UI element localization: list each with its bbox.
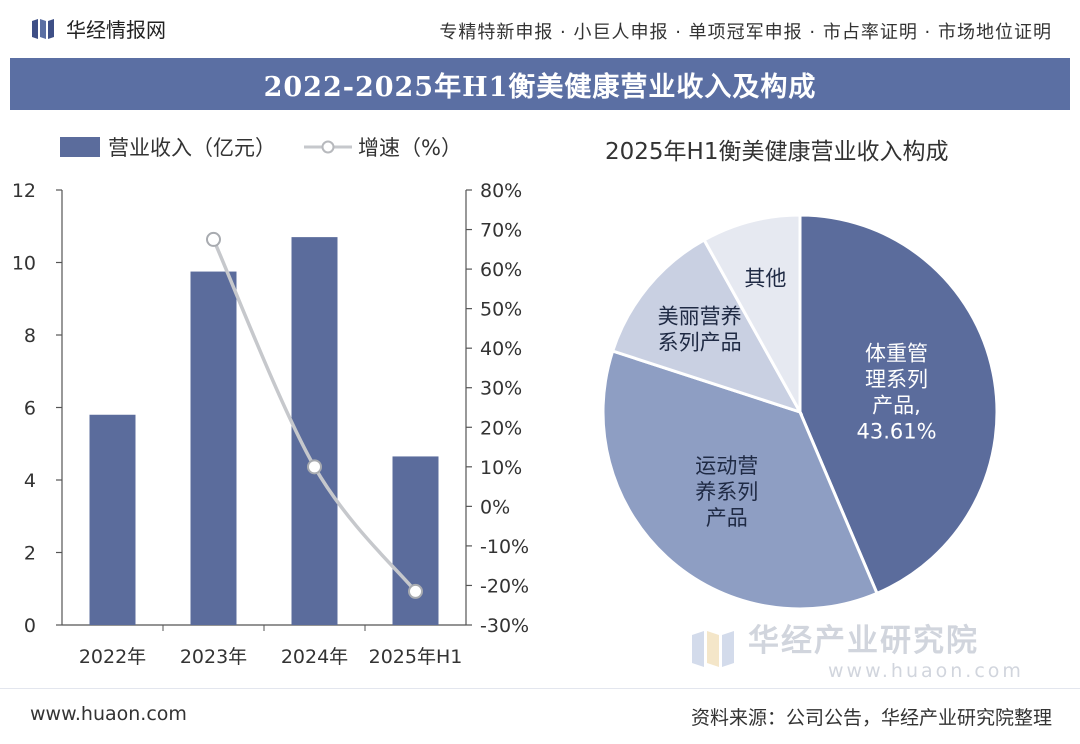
pie-label-2: 运动营养系列产品 (695, 454, 758, 530)
right-tick-label: 20% (480, 417, 522, 439)
pie-slice-2 (601, 349, 879, 611)
bar-4 (392, 456, 439, 625)
right-tick-label: 10% (480, 457, 522, 479)
growth-point-3 (408, 583, 423, 599)
watermark: 华经产业研究院 www.huaon.com (690, 615, 1024, 682)
right-tick-label: 0% (480, 496, 510, 518)
title-banner: 2022-2025年H1衡美健康营业收入及构成 (10, 58, 1070, 110)
x-category-label: 2024年 (281, 646, 348, 668)
footer: www.huaon.com 资料来源：公司公告，华经产业研究院整理 (0, 688, 1080, 744)
right-tick-label: -30% (480, 615, 529, 637)
pie-slice-1 (798, 213, 999, 596)
left-tick-label: 2 (24, 543, 36, 565)
right-tick-label: -10% (480, 536, 529, 558)
pie-label-1: 体重管理系列产品, 43.61% (856, 341, 936, 443)
pie-slice-4 (702, 213, 802, 418)
chart-legend: 营业收入（亿元） 增速（%） (60, 132, 462, 162)
services-text: 专精特新申报 · 小巨人申报 · 单项冠军申报 · 市占率证明 · 市场地位证明 (439, 22, 1052, 43)
bar-2 (190, 271, 237, 625)
pie-title: 2025年H1衡美健康营业收入构成 (605, 139, 949, 165)
brand-name: 华经情报网 (66, 18, 166, 42)
pie-label-3: 美丽营养系列产品 (658, 304, 742, 354)
legend-line-swatch-icon (304, 140, 352, 154)
legend-line-label: 增速（%） (358, 136, 462, 160)
bar-1 (89, 414, 136, 625)
x-category-label: 2025年H1 (369, 646, 463, 668)
footer-url[interactable]: www.huaon.com (30, 703, 187, 725)
legend-bar-label: 营业收入（亿元） (108, 136, 276, 160)
watermark-logo-icon (692, 630, 734, 667)
left-tick-label: 12 (12, 180, 36, 202)
left-tick-label: 10 (12, 253, 36, 275)
left-tick-label: 8 (24, 325, 36, 347)
watermark-name: 华经产业研究院 (748, 623, 979, 659)
footer-source: 资料来源：公司公告，华经产业研究院整理 (690, 707, 1052, 729)
right-tick-label: -20% (480, 575, 529, 597)
top-bar: 华经情报网 专精特新申报 · 小巨人申报 · 单项冠军申报 · 市占率证明 · … (0, 0, 1080, 58)
growth-point-2 (307, 459, 322, 475)
bar-3 (291, 237, 338, 625)
watermark-url: www.huaon.com (828, 660, 1024, 682)
right-tick-label: 40% (480, 338, 522, 360)
x-category-label: 2022年 (79, 646, 146, 668)
right-tick-label: 70% (480, 220, 522, 242)
left-tick-label: 6 (24, 398, 36, 420)
growth-point-1 (206, 231, 221, 247)
left-tick-label: 4 (24, 470, 36, 492)
brand[interactable]: 华经情报网 (30, 14, 166, 43)
pie-label-4: 其他 (744, 267, 786, 291)
pie-slice-3 (610, 237, 804, 415)
right-tick-label: 80% (480, 180, 522, 202)
legend-bar-swatch (60, 137, 100, 157)
right-tick-label: 60% (480, 259, 522, 281)
brand-logo-icon (32, 18, 54, 39)
right-tick-label: 50% (480, 299, 522, 321)
x-category-label: 2023年 (180, 646, 247, 668)
right-tick-label: 30% (480, 378, 522, 400)
left-tick-label: 0 (24, 615, 36, 637)
chart-title: 2022-2025年H1衡美健康营业收入及构成 (263, 71, 817, 103)
